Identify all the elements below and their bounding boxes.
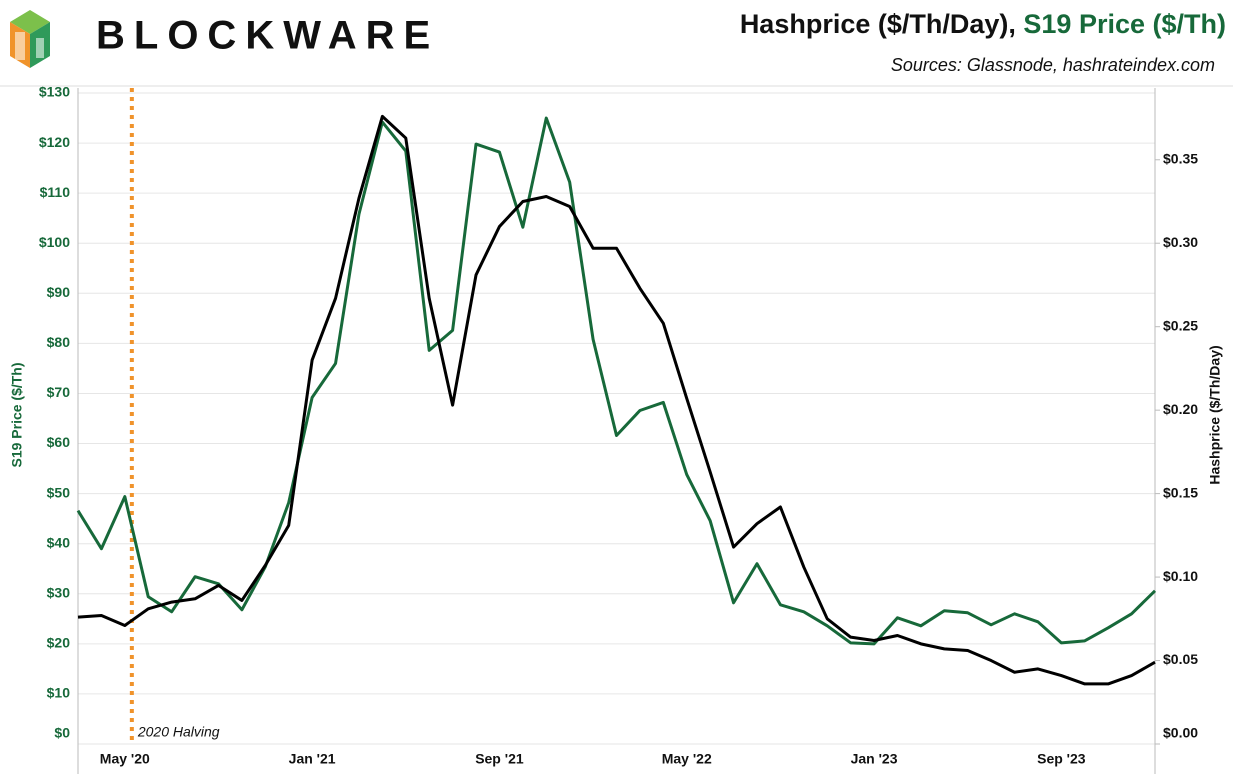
y-tick-label: $10 bbox=[47, 685, 71, 701]
y2-tick-label: $0.35 bbox=[1163, 150, 1198, 166]
y-tick-label: $70 bbox=[47, 384, 71, 400]
x-tick-label: Jan '23 bbox=[851, 751, 898, 767]
brand: BLOCKWARE bbox=[96, 14, 439, 58]
y-tick-label: $0 bbox=[54, 725, 70, 741]
y-tick-label: $130 bbox=[39, 84, 70, 100]
chart-title: Hashprice ($/Th/Day), S19 Price ($/Th) bbox=[740, 9, 1226, 39]
y2-tick-label: $0.05 bbox=[1163, 651, 1198, 667]
annotation: 2020 Halving bbox=[137, 724, 220, 740]
x-tick-label: Sep '21 bbox=[475, 751, 524, 767]
y2-axis-title: Hashprice ($/Th/Day) bbox=[1207, 345, 1223, 484]
y-tick-label: $40 bbox=[47, 534, 71, 550]
series-line bbox=[76, 116, 1157, 646]
title-part: Hashprice ($/Th/Day), bbox=[740, 9, 1024, 39]
y-tick-label: $60 bbox=[47, 434, 71, 450]
y-tick-label: $30 bbox=[47, 584, 71, 600]
y-tick-label: $80 bbox=[47, 334, 71, 350]
x-tick-label: May '20 bbox=[100, 751, 150, 767]
series-line bbox=[77, 114, 1156, 686]
y2-tick-label: $0.30 bbox=[1163, 234, 1198, 250]
y-tick-label: $20 bbox=[47, 635, 71, 651]
y-axis-title: S19 Price ($/Th) bbox=[9, 362, 25, 467]
y2-tick-label: $0.25 bbox=[1163, 317, 1198, 333]
y-tick-label: $100 bbox=[39, 234, 70, 250]
y2-tick-label: $0.00 bbox=[1163, 725, 1198, 741]
y-tick-label: $90 bbox=[47, 284, 71, 300]
x-tick-label: Sep '23 bbox=[1037, 751, 1086, 767]
x-tick-label: May '22 bbox=[662, 751, 712, 767]
y-tick-label: $120 bbox=[39, 134, 70, 150]
y2-tick-label: $0.15 bbox=[1163, 484, 1198, 500]
y-tick-label: $110 bbox=[40, 184, 71, 200]
title-part: S19 Price ($/Th) bbox=[1023, 9, 1226, 39]
subtitle: Sources: Glassnode, hashrateindex.com bbox=[891, 55, 1215, 75]
y-tick-label: $50 bbox=[47, 484, 71, 500]
logo-icon bbox=[10, 10, 50, 68]
y2-tick-label: $0.10 bbox=[1163, 568, 1198, 584]
y2-tick-label: $0.20 bbox=[1163, 401, 1198, 417]
x-tick-label: Jan '21 bbox=[289, 751, 336, 767]
